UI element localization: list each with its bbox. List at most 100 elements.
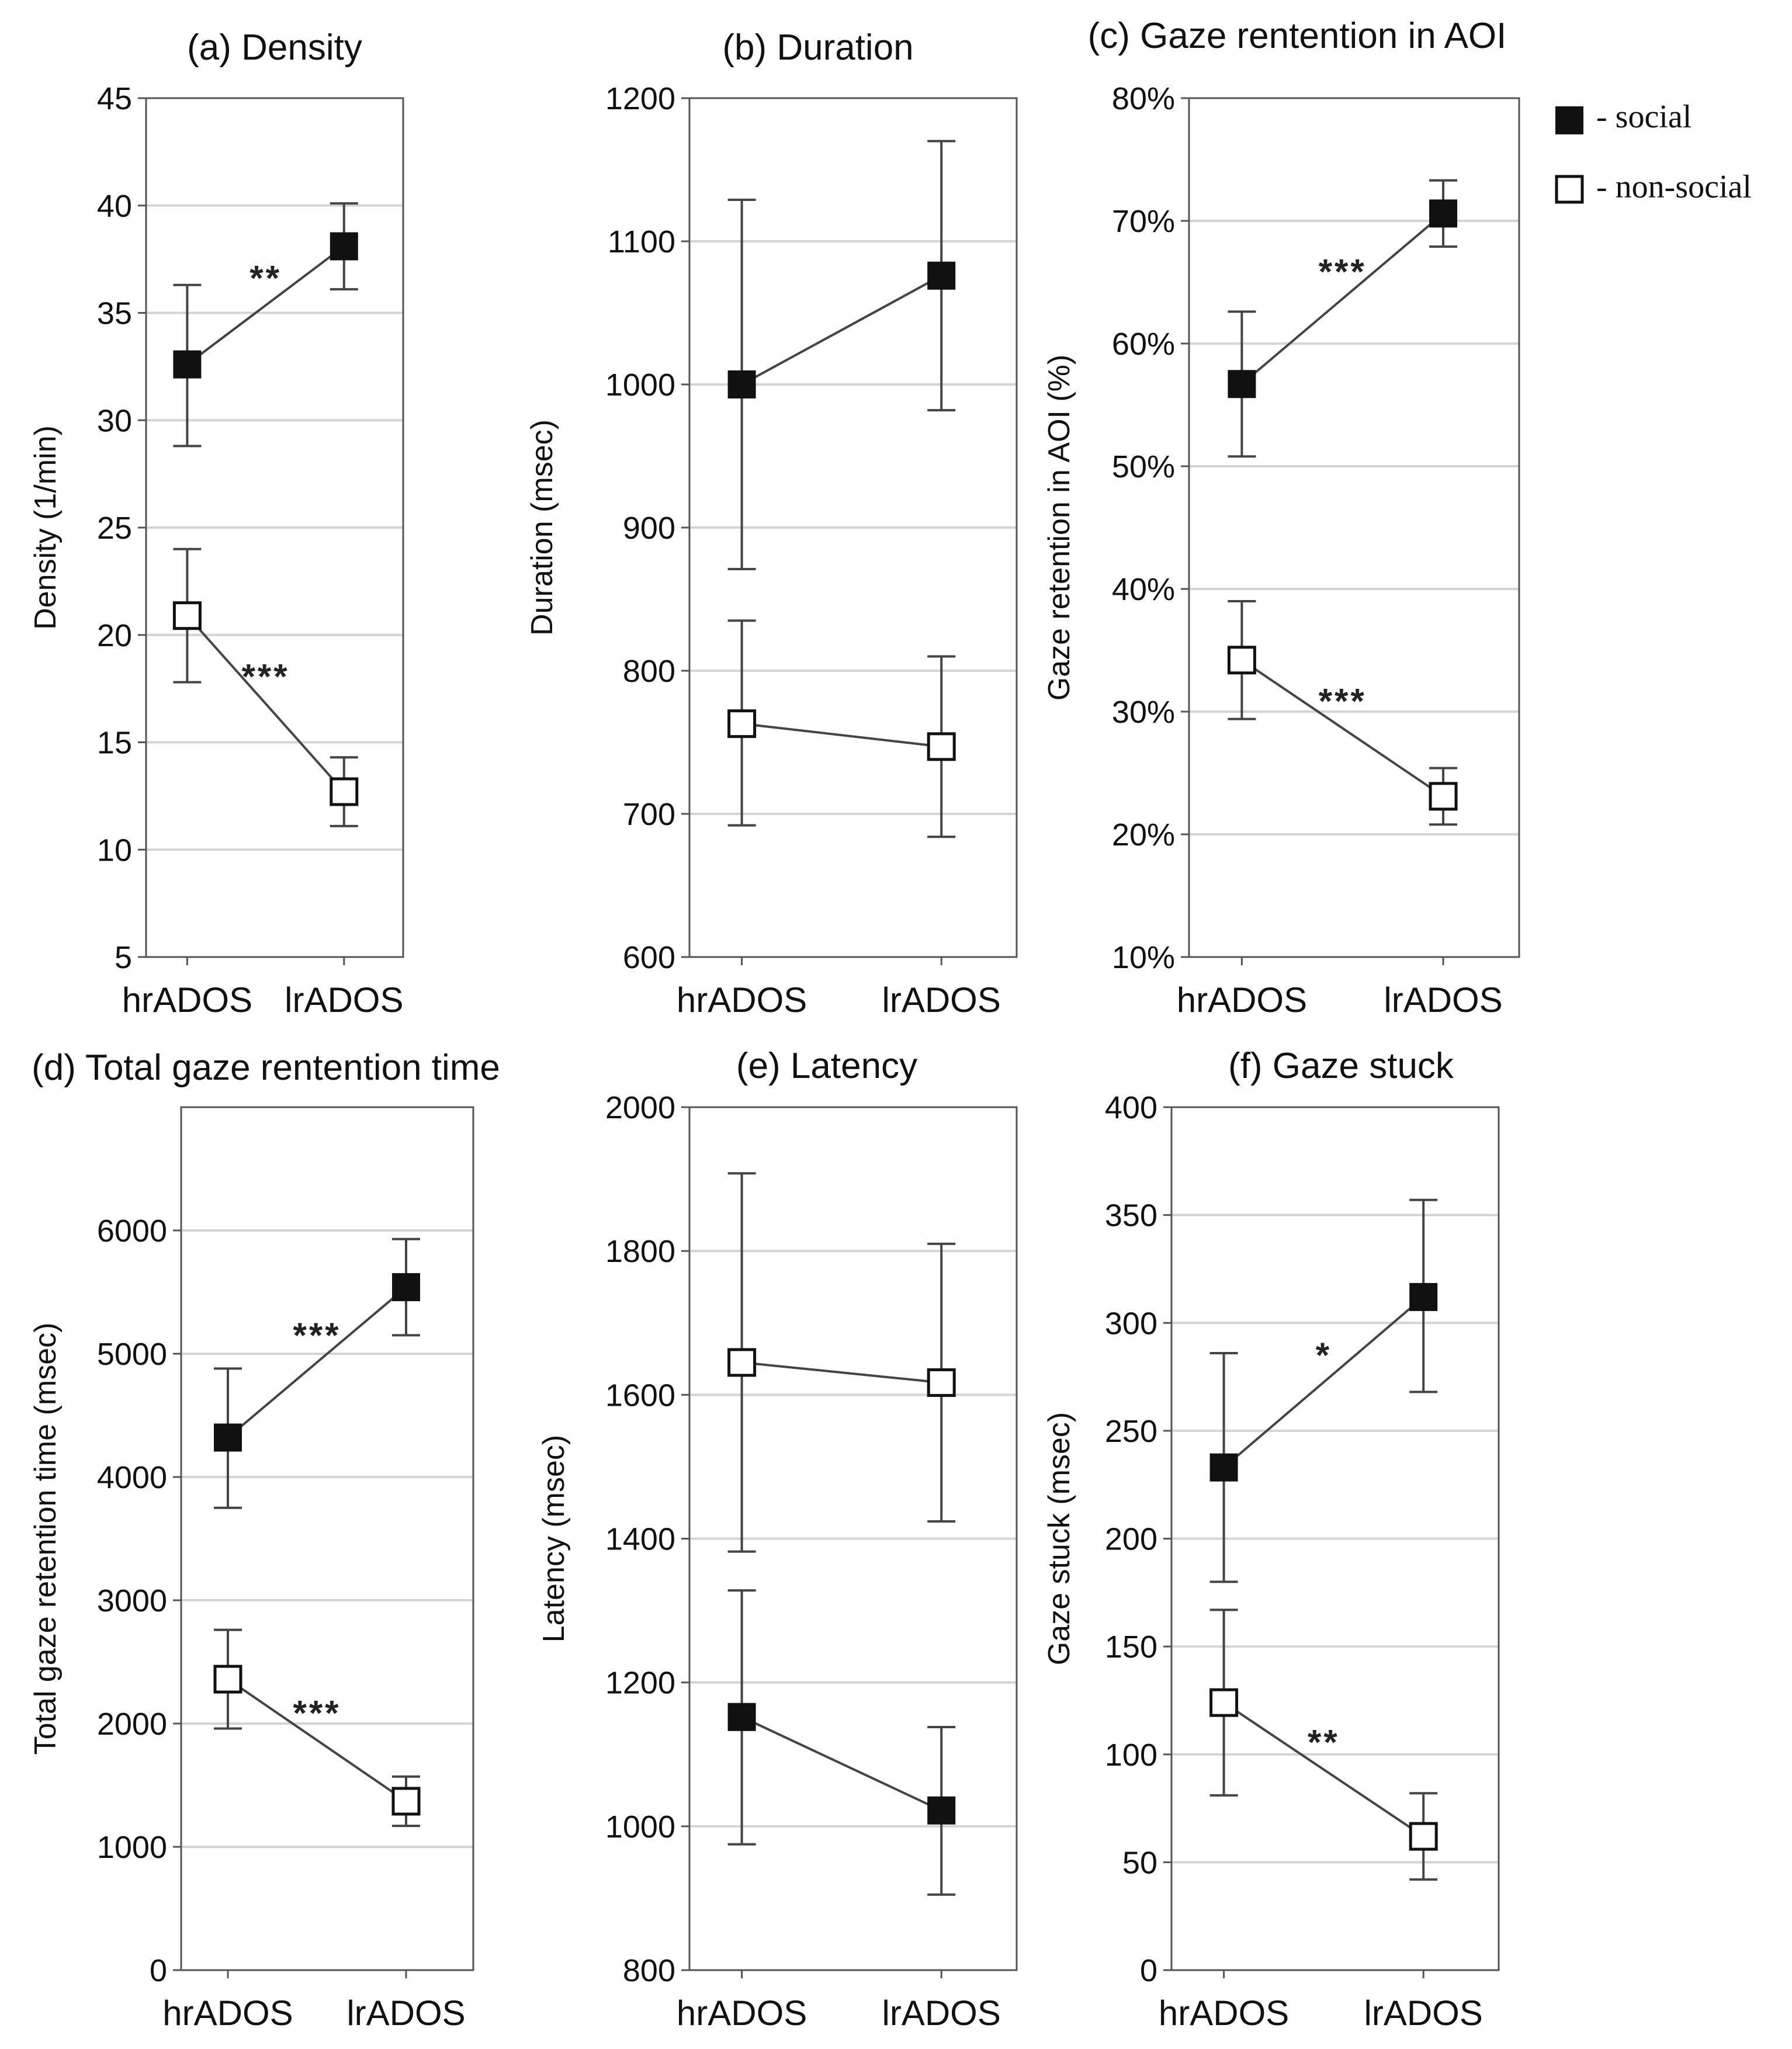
ytick-label-d-1: 1000 xyxy=(97,1830,167,1865)
ytick-label-c-5: 60% xyxy=(1112,327,1175,362)
ytick-label-b-0: 600 xyxy=(623,940,675,975)
series-line-non-social-a xyxy=(186,615,345,793)
ytick-label-d-5: 5000 xyxy=(97,1337,167,1372)
series-line-social-a xyxy=(186,245,345,366)
ytick-label-c-2: 30% xyxy=(1112,695,1175,730)
ytick-label-c-1: 20% xyxy=(1112,817,1175,852)
ytick-label-b-6: 1200 xyxy=(605,81,675,116)
xtick-label-b-0: hrADOS xyxy=(677,980,807,1020)
xtick-label-e-0: hrADOS xyxy=(677,1993,807,2033)
ytick-label-f-4: 200 xyxy=(1105,1522,1157,1557)
panel-c: 10% 20% 30% 40% 50% 60% 70% 80% hrADOS lrADOS (c) … xyxy=(1042,16,1520,1020)
ytick-label-f-8: 400 xyxy=(1105,1090,1157,1125)
panel-title-d: (d) Total gaze rentention time xyxy=(32,1048,500,1088)
y-axis-label-a: Density (1/min) xyxy=(29,425,63,630)
ytick-label-e-5: 1800 xyxy=(605,1234,675,1269)
ytick-label-d-4: 4000 xyxy=(97,1460,167,1495)
xtick-label-b-1: lrADOS xyxy=(882,980,1001,1020)
xtick-label-c-0: hrADOS xyxy=(1177,980,1307,1020)
data-point-non-social-e-0 xyxy=(727,1348,757,1377)
ytick-label-a-6: 35 xyxy=(97,296,132,331)
panel-a: 5 10 15 20 25 30 35 40 45 hrADOS lrADOS (a) Density… xyxy=(29,27,404,1020)
ytick-label-d-6: 6000 xyxy=(97,1214,167,1249)
ytick-label-e-0: 800 xyxy=(623,1953,675,1988)
panel-title-b: (b) Duration xyxy=(722,27,913,68)
data-point-social-e-0 xyxy=(727,1703,756,1731)
panel-d: 0 1000 2000 3000 4000 5000 6000 hrADOS lrADOS (d)… xyxy=(29,1048,500,2033)
data-point-social-a-0 xyxy=(173,350,202,379)
series-line-non-social-d xyxy=(227,1678,407,1802)
ytick-label-e-2: 1200 xyxy=(605,1666,675,1701)
legend-social-marker xyxy=(1555,106,1583,134)
panel-title-e: (e) Latency xyxy=(736,1046,917,1086)
data-point-non-social-b-0 xyxy=(727,709,757,739)
ytick-label-a-4: 25 xyxy=(97,511,132,546)
data-point-non-social-f-1 xyxy=(1409,1822,1438,1851)
data-point-non-social-a-1 xyxy=(330,777,359,806)
data-point-social-f-0 xyxy=(1209,1453,1238,1482)
ytick-label-c-0: 10% xyxy=(1112,940,1175,975)
ytick-label-e-3: 1400 xyxy=(605,1522,675,1557)
ytick-label-a-0: 5 xyxy=(115,940,132,975)
ytick-label-f-7: 350 xyxy=(1105,1198,1157,1233)
y-axis-label-f: Gaze stuck (msec) xyxy=(1042,1412,1076,1665)
ytick-label-d-0: 0 xyxy=(150,1953,167,1988)
ytick-label-e-4: 1600 xyxy=(605,1378,675,1413)
series-line-social-e xyxy=(741,1715,942,1812)
data-point-social-a-1 xyxy=(330,232,358,261)
xtick-label-a-0: hrADOS xyxy=(122,980,252,1020)
significance-label-social-a: ** xyxy=(249,259,282,298)
series-line-social-d xyxy=(227,1286,407,1439)
ytick-label-f-5: 250 xyxy=(1105,1414,1157,1449)
significance-label-social-c: *** xyxy=(1319,252,1367,291)
data-point-non-social-d-0 xyxy=(213,1665,242,1694)
ytick-label-b-4: 1000 xyxy=(605,367,675,403)
panel-f: 0 50 100 150 200 250 300 350 400 hrADOS lrADOS (f) … xyxy=(1042,1046,1500,2033)
xtick-label-a-1: lrADOS xyxy=(285,980,403,1020)
y-axis-label-b: Duration (msec) xyxy=(525,419,559,636)
data-point-social-d-0 xyxy=(214,1423,242,1452)
significance-label-non-social-c: *** xyxy=(1319,681,1367,720)
legend-non-social-label: - non-social xyxy=(1596,169,1752,205)
ytick-label-c-6: 70% xyxy=(1112,204,1175,239)
y-axis-label-c: Gaze retention in AOI (%) xyxy=(1042,355,1076,701)
ytick-label-f-0: 0 xyxy=(1140,1953,1157,1988)
significance-label-social-d: *** xyxy=(293,1316,341,1355)
xtick-label-f-1: lrADOS xyxy=(1364,1993,1483,2033)
data-point-social-b-1 xyxy=(927,261,956,290)
ytick-label-f-1: 50 xyxy=(1122,1845,1157,1880)
data-point-non-social-a-0 xyxy=(172,601,202,630)
series-line-non-social-f xyxy=(1223,1701,1424,1837)
ytick-label-a-3: 20 xyxy=(97,618,132,653)
legend-non-social-marker xyxy=(1555,175,1584,204)
data-point-non-social-b-1 xyxy=(927,732,956,761)
xtick-label-e-1: lrADOS xyxy=(882,1993,1001,2033)
data-point-non-social-f-0 xyxy=(1209,1688,1239,1717)
ytick-label-a-8: 45 xyxy=(97,81,132,116)
ytick-label-f-3: 150 xyxy=(1105,1630,1157,1665)
ytick-label-e-1: 1000 xyxy=(605,1809,675,1845)
series-line-social-f xyxy=(1223,1296,1424,1469)
significance-label-non-social-f: ** xyxy=(1308,1723,1340,1762)
ytick-label-b-3: 900 xyxy=(623,511,675,546)
ytick-label-c-4: 50% xyxy=(1112,449,1175,484)
data-point-social-d-1 xyxy=(392,1273,420,1302)
panel-title-a: (a) Density xyxy=(187,27,362,68)
ytick-label-c-7: 80% xyxy=(1112,81,1175,116)
plot-frame-c xyxy=(1188,97,1520,958)
xtick-label-f-0: hrADOS xyxy=(1159,1993,1289,2033)
series-line-non-social-b xyxy=(741,722,942,748)
data-point-non-social-d-1 xyxy=(391,1787,421,1816)
ytick-label-a-7: 40 xyxy=(97,189,132,224)
ytick-label-c-3: 40% xyxy=(1112,572,1175,607)
data-point-social-c-0 xyxy=(1228,370,1256,398)
ytick-label-a-2: 15 xyxy=(97,726,132,761)
ytick-label-d-2: 2000 xyxy=(97,1707,167,1742)
xtick-label-d-1: lrADOS xyxy=(346,1993,465,2033)
data-point-social-c-1 xyxy=(1429,199,1458,228)
ytick-label-a-5: 30 xyxy=(97,403,132,438)
significance-label-social-f: * xyxy=(1316,1336,1332,1375)
data-point-non-social-e-1 xyxy=(927,1368,956,1397)
